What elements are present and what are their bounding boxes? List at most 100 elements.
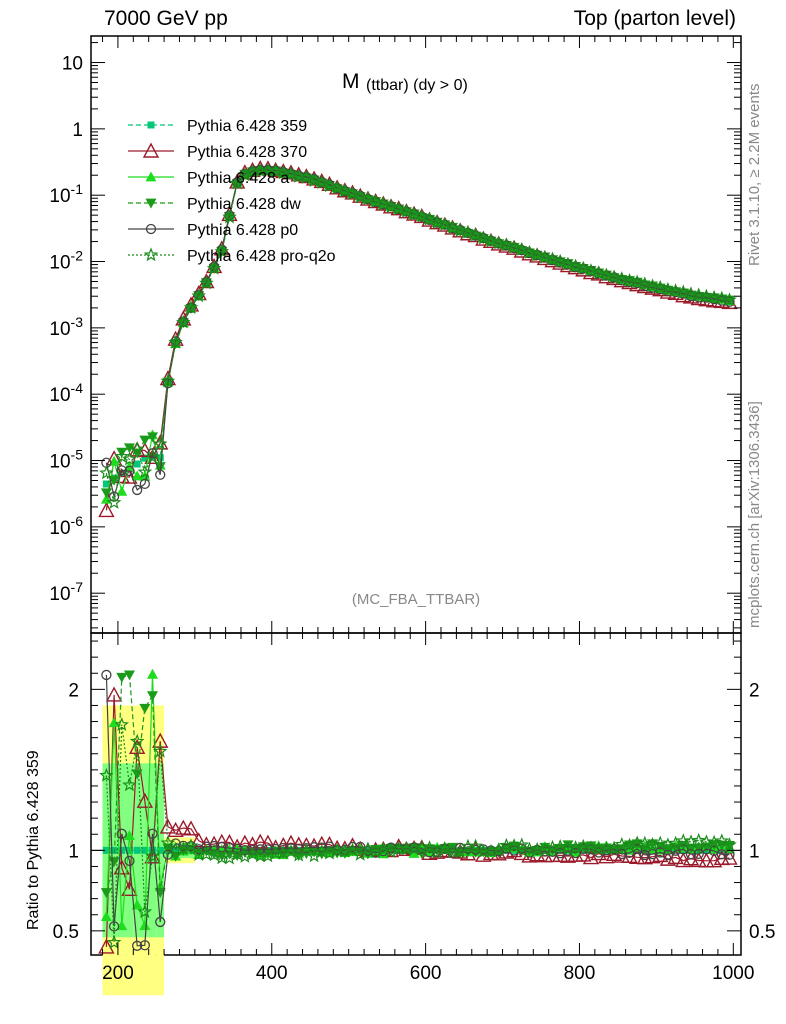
- ratio-data-point: [285, 843, 297, 854]
- main-data-point: [445, 220, 460, 235]
- ratio-data-point: [159, 818, 177, 834]
- ratio-tick-label-right: 0.5: [749, 922, 775, 943]
- ratio-data-point: [145, 848, 160, 863]
- ratio-data-point: [175, 819, 192, 835]
- main-data-point: [537, 249, 553, 264]
- ratio-data-point: [102, 846, 110, 854]
- ratio-data-point: [116, 672, 128, 683]
- ratio-data-point: [383, 844, 399, 858]
- ratio-data-point: [137, 904, 153, 919]
- legend-marker: [142, 142, 160, 158]
- main-data-point: [722, 292, 737, 307]
- main-data-point: [116, 465, 127, 476]
- ratio-data-point: [108, 857, 120, 868]
- main-data-point: [102, 480, 110, 488]
- main-data-point: [391, 201, 406, 216]
- ratio-data-point: [106, 934, 122, 949]
- main-data-point: [468, 227, 483, 242]
- ratio-data-point: [160, 835, 176, 850]
- ratio-data-point: [168, 841, 183, 856]
- ratio-data-point: [691, 832, 706, 847]
- main-data-point: [491, 235, 506, 250]
- ratio-data-point: [662, 849, 674, 861]
- ratio-data-point: [506, 838, 522, 852]
- main-data-point: [131, 470, 143, 481]
- main-data-point: [152, 436, 168, 451]
- y-tick-label: 1: [72, 120, 83, 141]
- main-data-point: [106, 495, 122, 509]
- main-data-point: [660, 281, 676, 296]
- ratio-data-point: [99, 767, 114, 782]
- main-data-point: [568, 258, 583, 273]
- legend: Pythia 6.428 359 Pythia 6.428 370 Pythia 6…: [128, 118, 336, 265]
- main-data-point: [214, 243, 230, 258]
- main-data-point: [176, 314, 191, 329]
- main-series-line: [105, 170, 730, 503]
- ratio-series-line: [105, 674, 730, 893]
- ratio-data-point: [562, 840, 574, 851]
- ratio-series-group: [98, 668, 738, 954]
- ratio-data-point: [514, 837, 530, 852]
- x-tick-label: 400: [256, 963, 288, 984]
- ratio-data-point: [147, 668, 159, 679]
- main-data-point: [352, 189, 368, 204]
- main-data-point: [714, 290, 730, 305]
- ratio-data-point: [252, 833, 269, 849]
- main-data-point: [137, 464, 153, 479]
- ratio-data-point: [199, 846, 214, 861]
- main-data-point: [699, 288, 714, 303]
- ratio-data-point: [239, 845, 250, 856]
- ratio-data-point: [583, 840, 599, 855]
- ratio-data-point: [614, 836, 630, 851]
- main-data-point: [614, 271, 630, 285]
- ratio-series-line: [105, 674, 730, 926]
- tick-group: 200 400 600 800 1000 10 1 10-1 10-2 10-3 10-4 10-5 1…: [49, 36, 775, 984]
- title-sub: (ttbar) (dy > 0): [366, 77, 468, 94]
- y-tick-label: 10-6: [49, 513, 83, 539]
- ratio-data-point: [582, 849, 600, 865]
- header-left: 7000 GeV pp: [104, 7, 228, 30]
- ratio-data-point: [716, 849, 727, 860]
- main-data-point: [314, 175, 330, 189]
- y-tick-label: 10-7: [49, 579, 83, 605]
- ratio-data-point: [429, 844, 445, 859]
- main-data-point: [160, 373, 176, 388]
- ratio-data-point: [183, 838, 199, 853]
- main-data-point: [637, 276, 653, 291]
- main-data-point: [337, 183, 353, 198]
- main-data-point: [514, 241, 530, 256]
- ratio-data-point: [360, 841, 376, 856]
- main-data-point: [245, 164, 260, 179]
- ratio-data-point: [278, 842, 289, 854]
- main-data-point: [406, 206, 422, 221]
- ratio-data-point: [132, 940, 143, 951]
- ratio-data-point: [147, 691, 159, 702]
- main-data-point: [183, 300, 199, 314]
- main-data-point: [222, 209, 237, 224]
- ratio-data-point: [606, 840, 622, 855]
- main-data-point: [360, 191, 376, 205]
- main-data-point: [206, 260, 222, 275]
- legend-label: Pythia 6.428 359: [187, 118, 307, 135]
- main-data-point: [322, 178, 337, 193]
- ratio-data-point: [376, 841, 391, 856]
- ratio-data-point: [123, 830, 135, 841]
- ratio-data-point: [182, 820, 200, 836]
- main-data-point: [706, 289, 722, 304]
- ratio-data-point: [176, 841, 191, 856]
- ratio-data-point: [714, 833, 730, 848]
- main-data-point: [591, 265, 606, 280]
- ratio-data-point: [108, 921, 120, 932]
- ratio-series-line: [105, 674, 730, 947]
- ratio-series-line: [105, 724, 730, 943]
- ratio-data-point: [231, 851, 243, 862]
- main-data-point: [154, 462, 166, 472]
- ratio-data-point: [545, 839, 560, 854]
- ratio-data-point: [693, 848, 704, 860]
- main-data-point: [476, 230, 491, 245]
- ratio-data-point: [129, 733, 145, 748]
- ratio-data-point: [113, 859, 130, 875]
- ratio-data-point: [255, 844, 266, 855]
- ratio-data-point: [147, 828, 158, 839]
- main-data-point: [499, 237, 514, 252]
